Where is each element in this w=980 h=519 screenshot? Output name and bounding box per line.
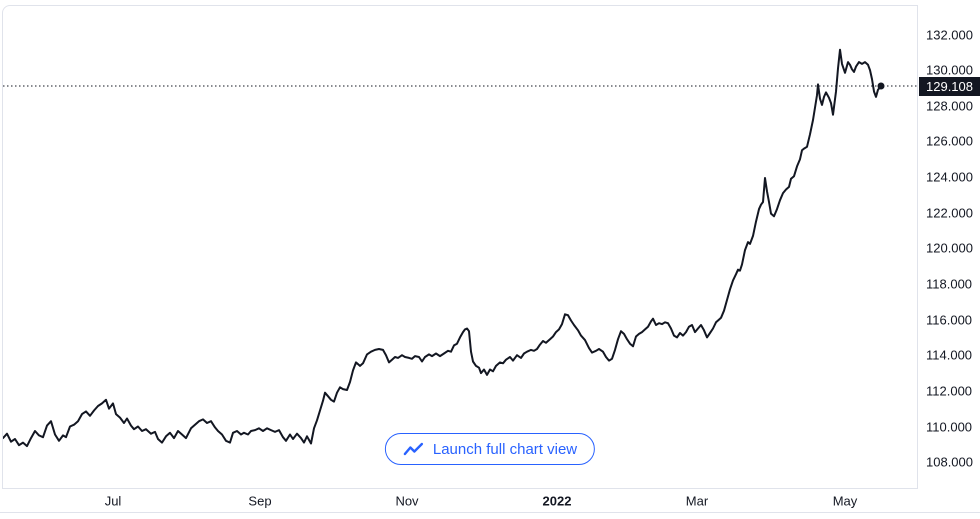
price-tick-label: 116.000 xyxy=(926,312,973,328)
price-line-chart xyxy=(3,48,917,448)
price-tick-label: 118.000 xyxy=(926,276,973,292)
time-axis: Jul Sep Nov 2022 Mar May xyxy=(0,490,980,513)
price-tick-label: 126.000 xyxy=(926,133,973,149)
price-tick-label: 124.000 xyxy=(926,169,973,185)
price-tick-label: 128.000 xyxy=(926,98,973,114)
price-tick-label: 108.000 xyxy=(926,454,973,470)
price-tick-label: 122.000 xyxy=(926,205,973,221)
price-tick-label: 110.000 xyxy=(926,419,973,435)
last-price-dot xyxy=(877,82,885,90)
time-tick-label: Sep xyxy=(248,493,272,509)
launch-button-label: Launch full chart view xyxy=(432,440,578,458)
current-price-badge: 129.108 xyxy=(919,76,980,96)
price-tick-label: 130.000 xyxy=(926,62,973,78)
price-tick-label: 120.000 xyxy=(926,240,973,256)
price-series-line xyxy=(3,48,882,448)
time-tick-label: 2022 xyxy=(542,493,572,509)
price-axis: 129.108 132.000 130.000 128.000 126.000 124.… xyxy=(919,0,980,489)
chart-pane[interactable]: Launch full chart view xyxy=(2,5,918,489)
time-tick-label: Nov xyxy=(395,493,419,509)
price-tick-label: 114.000 xyxy=(926,347,973,363)
time-tick-label: Jul xyxy=(104,493,122,509)
time-tick-label: Mar xyxy=(685,493,709,509)
line-chart-zigzag-icon xyxy=(403,442,424,456)
launch-full-chart-button[interactable]: Launch full chart view xyxy=(384,433,596,465)
price-tick-label: 112.000 xyxy=(926,383,973,399)
time-tick-label: May xyxy=(832,493,858,509)
price-tick-label: 132.000 xyxy=(926,27,973,42)
